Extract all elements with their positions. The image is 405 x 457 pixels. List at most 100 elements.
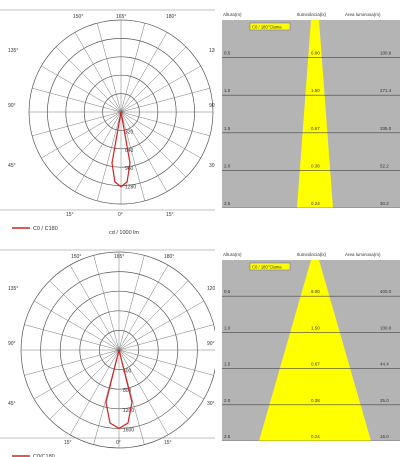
badge-box xyxy=(249,262,291,271)
grid-spoke xyxy=(55,111,122,178)
grid-spoke xyxy=(49,349,120,420)
legend-label: C0 / C180 xyxy=(33,226,58,232)
row-illuminance: 0.24 xyxy=(311,434,320,439)
radial-label: 640 xyxy=(125,148,134,154)
row-area: 335.0 xyxy=(380,126,392,131)
legend-label: C0/C180 xyxy=(33,454,55,457)
intensity-curve xyxy=(111,111,131,188)
grid-spoke xyxy=(118,324,214,351)
grid-spoke xyxy=(118,349,214,376)
angle-label: 15° xyxy=(64,440,72,446)
angle-label: 15° xyxy=(66,212,74,218)
grid-spoke xyxy=(74,111,122,192)
row-illuminance: 6.00 xyxy=(311,289,320,294)
header-illuminance: Iluminância(lx) xyxy=(297,12,327,17)
angle-label: 15° xyxy=(166,212,174,218)
row-area: 25.0 xyxy=(380,398,389,403)
angle-label: 135° xyxy=(8,286,18,292)
row-area: 52.2 xyxy=(380,163,389,168)
unit-label: cd / 1000 lm xyxy=(109,230,139,235)
grid-spoke xyxy=(120,87,210,113)
radial-label: 320 xyxy=(125,129,134,135)
angle-label: 90° xyxy=(207,341,215,347)
grid-spoke xyxy=(41,111,122,159)
row-height: 2.5 xyxy=(224,434,231,439)
polar-chart-2: 150° 165° 180° 135° 90° 45° 120° 90° 30° 15° 0° 15°… xyxy=(0,240,215,457)
angle-label: 30° xyxy=(207,401,215,407)
radial-label: 400 xyxy=(123,369,132,375)
row-height: 1.5 xyxy=(224,126,231,131)
grid-spoke xyxy=(96,111,122,201)
grid-spoke xyxy=(49,280,120,351)
grid-spoke xyxy=(93,255,120,351)
grid-spoke xyxy=(32,111,122,137)
angle-label: 45° xyxy=(8,401,16,407)
row-illuminance: 0.67 xyxy=(311,362,320,367)
row-height: 0.5 xyxy=(224,289,231,294)
header-illuminance: Iluminância(lx) xyxy=(297,252,327,257)
row-height: 1.0 xyxy=(224,325,231,330)
row-height: 1.0 xyxy=(224,88,231,93)
grid-spoke xyxy=(120,65,201,113)
angle-label: 180° xyxy=(164,254,174,260)
header-height: Altura(m) xyxy=(223,12,242,17)
cone-chart-1: Altura(m) Iluminância(lx) Área luminosa(m)… xyxy=(222,11,400,208)
header-height: Altura(m) xyxy=(223,252,242,257)
grid-spoke xyxy=(120,111,168,192)
row-area: 44.4 xyxy=(380,362,389,367)
grid-spoke xyxy=(74,32,122,113)
header-area: Área luminosa(m) xyxy=(345,251,381,257)
row-height: 2.0 xyxy=(224,398,231,403)
angle-label: 150° xyxy=(73,14,83,20)
badge-label: C0 / 180°Clama xyxy=(252,25,282,30)
header-area: Área luminosa(m) xyxy=(345,11,381,17)
angle-label: 165° xyxy=(116,14,126,20)
angle-label: 90° xyxy=(8,341,16,347)
row-height: 1.5 xyxy=(224,362,231,367)
angle-label: 30° xyxy=(209,163,215,169)
grid-spoke xyxy=(69,349,120,435)
row-area: 100.9 xyxy=(380,51,392,56)
grid-spoke xyxy=(118,300,204,351)
grid-spoke xyxy=(118,349,204,400)
intensity-curve xyxy=(105,349,133,430)
row-illuminance: 0.38 xyxy=(311,163,320,168)
row-height: 0.5 xyxy=(224,51,231,56)
radial-label: 1280 xyxy=(125,185,136,191)
grid-spoke xyxy=(24,349,120,376)
grid-spoke xyxy=(120,111,210,137)
grid-spoke xyxy=(118,349,189,420)
row-area: 100.0 xyxy=(380,325,392,330)
radial-label: 1600 xyxy=(123,427,134,433)
angle-label: 165° xyxy=(114,254,124,260)
grid-spoke xyxy=(120,111,146,201)
angle-label: 120° xyxy=(207,286,215,292)
radial-label: 800 xyxy=(123,388,132,394)
row-area: 271.4 xyxy=(380,88,392,93)
grid-spoke xyxy=(120,23,146,113)
row-illuminance: 1.50 xyxy=(311,88,320,93)
grid-spoke xyxy=(120,46,187,113)
row-height: 2.5 xyxy=(224,201,231,206)
angle-label: 45° xyxy=(8,163,16,169)
row-illuminance: 1.50 xyxy=(311,325,320,330)
angle-label: 0° xyxy=(118,212,123,218)
row-illuminance: 6.00 xyxy=(311,51,320,56)
polar-bg xyxy=(0,0,215,235)
row-area: 16.0 xyxy=(380,434,389,439)
row-illuminance: 0.67 xyxy=(311,126,320,131)
angle-label: 150° xyxy=(71,254,81,260)
grid-spoke xyxy=(118,280,189,351)
row-illuminance: 0.24 xyxy=(311,201,320,206)
grid-spoke xyxy=(120,32,168,113)
row-area: 30.2 xyxy=(380,201,389,206)
badge-label: C0 / 180°Clama xyxy=(252,265,282,270)
angle-label: 135° xyxy=(8,48,18,54)
grid-spoke xyxy=(120,111,187,178)
grid-spoke xyxy=(118,255,145,351)
badge-box xyxy=(249,22,291,31)
angle-label: 180° xyxy=(166,14,176,20)
radial-label: 1200 xyxy=(123,408,134,414)
grid-spoke xyxy=(55,46,122,113)
angle-label: 90° xyxy=(8,103,16,109)
